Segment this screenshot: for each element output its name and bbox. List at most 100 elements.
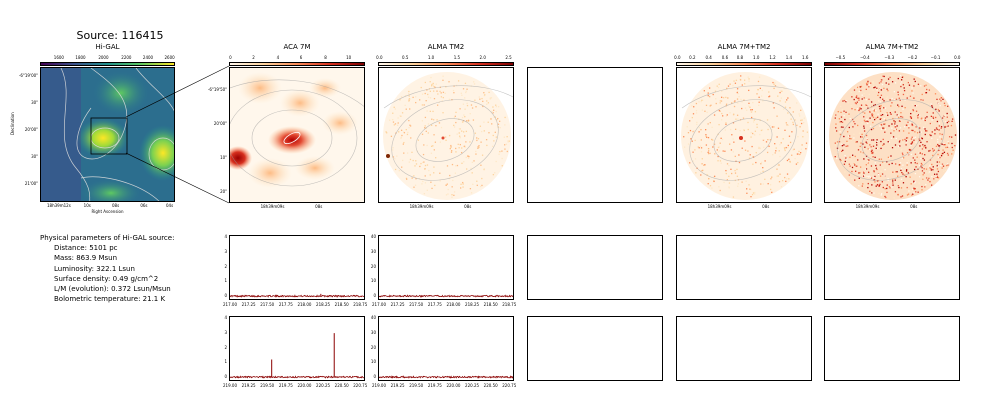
noise-speckle bbox=[879, 175, 882, 177]
noise-speckle bbox=[392, 147, 394, 149]
noise-speckle bbox=[735, 79, 738, 82]
noise-speckle bbox=[920, 162, 923, 165]
noise-speckle bbox=[911, 124, 914, 127]
noise-speckle bbox=[866, 105, 868, 107]
noise-speckle bbox=[715, 98, 717, 100]
noise-speckle bbox=[769, 124, 771, 127]
noise-speckle bbox=[878, 115, 881, 117]
noise-speckle bbox=[898, 135, 900, 137]
noise-speckle bbox=[736, 88, 739, 90]
noise-speckle bbox=[897, 77, 899, 80]
noise-speckle bbox=[872, 145, 875, 147]
noise-speckle bbox=[724, 150, 726, 152]
noise-speckle bbox=[689, 162, 691, 164]
noise-speckle bbox=[459, 108, 461, 110]
noise-speckle bbox=[937, 165, 939, 167]
noise-speckle bbox=[897, 193, 900, 196]
spectrum-xtick: 217.50 bbox=[409, 302, 424, 307]
spectrum-xtick: 218.75 bbox=[353, 302, 368, 307]
noise-speckle bbox=[918, 182, 920, 184]
noise-speckle bbox=[393, 124, 395, 126]
noise-speckle bbox=[862, 143, 864, 145]
noise-speckle bbox=[433, 97, 436, 100]
noise-speckle bbox=[876, 180, 879, 182]
higal-cbar-ticks: 1600 1800 2000 2200 2400 2600 bbox=[40, 55, 175, 61]
noise-speckle bbox=[706, 174, 708, 176]
noise-speckle bbox=[788, 158, 790, 160]
aca7m-title: ACA 7M bbox=[283, 43, 311, 51]
noise-speckle bbox=[392, 121, 395, 123]
noise-speckle bbox=[768, 91, 770, 93]
noise-speckle bbox=[491, 123, 493, 125]
noise-speckle bbox=[851, 170, 853, 173]
noise-speckle bbox=[499, 120, 501, 122]
noise-speckle bbox=[426, 144, 428, 147]
noise-speckle bbox=[802, 136, 804, 138]
noise-speckle bbox=[856, 86, 858, 88]
noise-speckle bbox=[445, 194, 448, 196]
noise-speckle bbox=[890, 105, 892, 107]
noise-speckle bbox=[432, 119, 435, 121]
noise-speckle bbox=[790, 114, 792, 116]
noise-speckle bbox=[781, 90, 783, 92]
noise-speckle bbox=[939, 104, 941, 107]
noise-speckle bbox=[713, 114, 716, 116]
noise-speckle bbox=[689, 120, 691, 122]
noise-speckle bbox=[406, 133, 409, 136]
noise-speckle bbox=[917, 83, 920, 85]
noise-speckle bbox=[403, 152, 405, 154]
noise-speckle bbox=[440, 126, 443, 129]
noise-speckle bbox=[747, 150, 749, 152]
noise-speckle bbox=[915, 191, 917, 193]
noise-speckle bbox=[707, 151, 709, 154]
noise-speckle bbox=[946, 146, 949, 149]
noise-speckle bbox=[844, 160, 846, 163]
noise-speckle bbox=[439, 141, 442, 143]
noise-speckle bbox=[945, 121, 947, 123]
noise-speckle bbox=[924, 184, 927, 186]
noise-speckle bbox=[869, 176, 872, 178]
noise-speckle bbox=[431, 83, 433, 86]
noise-speckle bbox=[884, 188, 886, 190]
noise-speckle bbox=[890, 155, 892, 157]
noise-speckle bbox=[399, 99, 401, 101]
noise-speckle bbox=[945, 151, 948, 153]
noise-speckle bbox=[713, 175, 716, 177]
noise-speckle bbox=[924, 117, 927, 119]
noise-speckle bbox=[894, 121, 896, 123]
noise-speckle bbox=[930, 134, 932, 137]
noise-speckle bbox=[716, 149, 718, 151]
noise-speckle bbox=[863, 127, 865, 129]
noise-speckle bbox=[709, 185, 712, 187]
noise-speckle bbox=[448, 134, 451, 137]
noise-speckle bbox=[861, 136, 864, 138]
noise-speckle bbox=[433, 90, 435, 92]
noise-speckle bbox=[894, 111, 896, 113]
noise-speckle bbox=[719, 160, 722, 162]
alma7mtm2-colorbar bbox=[676, 62, 812, 66]
noise-speckle bbox=[842, 126, 844, 128]
noise-speckle bbox=[873, 170, 875, 172]
noise-speckle bbox=[481, 97, 483, 100]
noise-speckle bbox=[760, 129, 763, 132]
noise-speckle bbox=[505, 143, 508, 145]
noise-speckle bbox=[428, 169, 430, 172]
noise-speckle bbox=[927, 179, 929, 181]
noise-speckle bbox=[741, 101, 743, 103]
aca7m-xticks: 18h39m09s 08s bbox=[229, 204, 365, 210]
noise-speckle bbox=[866, 118, 868, 120]
noise-speckle bbox=[467, 155, 469, 157]
noise-speckle bbox=[773, 83, 775, 85]
noise-speckle bbox=[901, 195, 904, 197]
noise-speckle bbox=[855, 170, 857, 172]
noise-speckle bbox=[937, 170, 940, 173]
spectrum-xtick: 219.75 bbox=[278, 383, 293, 388]
spectrum-xtick: 220.25 bbox=[465, 383, 480, 388]
cbar-tick: 0.6 bbox=[721, 55, 729, 60]
noise-speckle bbox=[483, 94, 486, 97]
noise-speckle bbox=[860, 173, 863, 175]
higal-image bbox=[40, 67, 175, 202]
noise-speckle bbox=[882, 98, 884, 100]
spectrum-xtick: 220.00 bbox=[446, 383, 461, 388]
noise-speckle bbox=[918, 114, 921, 116]
